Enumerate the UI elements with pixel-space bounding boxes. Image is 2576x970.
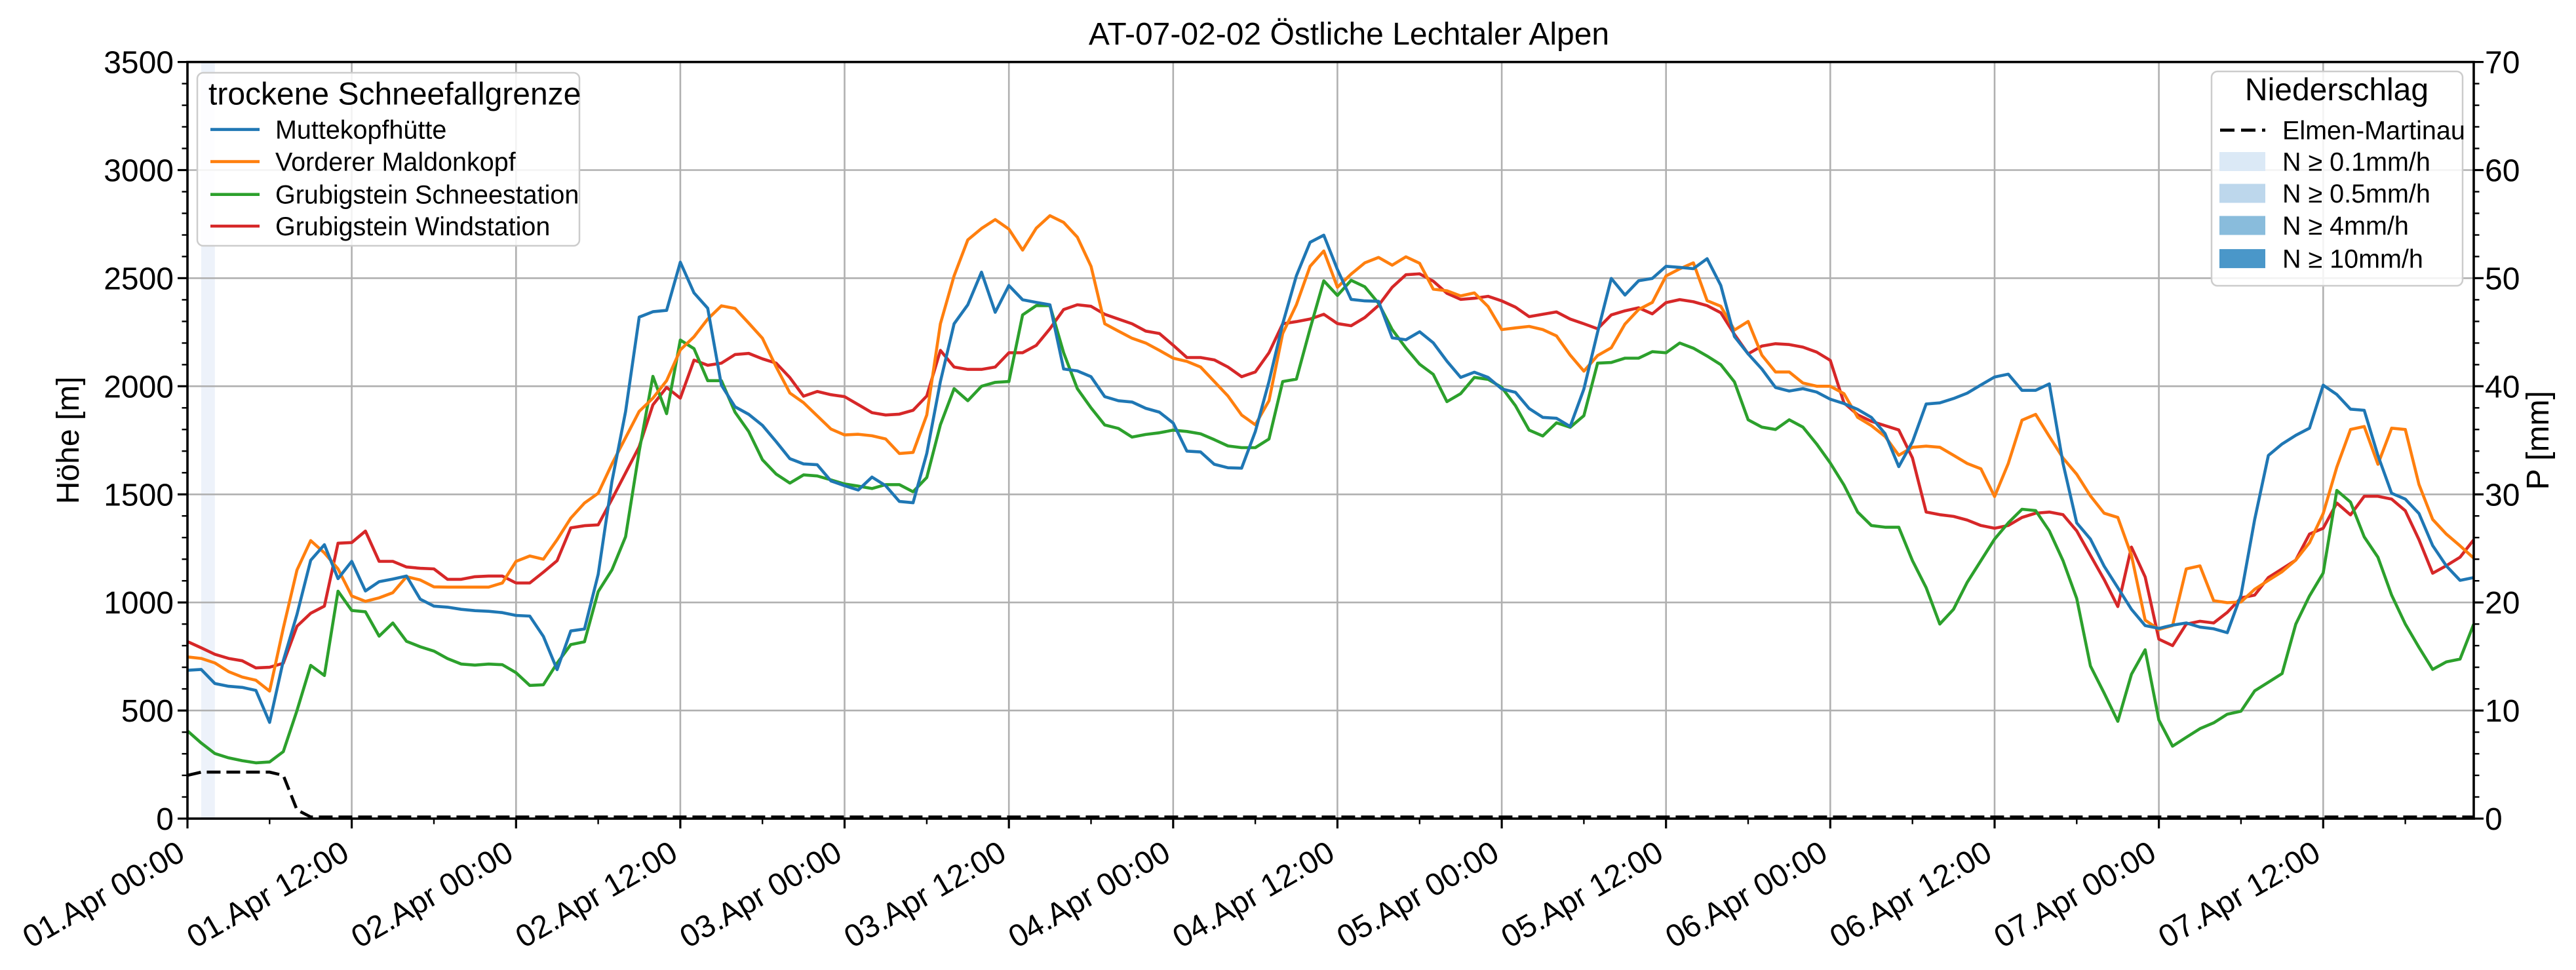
svg-text:0: 0: [2485, 802, 2503, 837]
svg-text:Niederschlag: Niederschlag: [2245, 73, 2429, 107]
svg-text:1500: 1500: [104, 478, 174, 513]
svg-text:Höhe [m]: Höhe [m]: [51, 376, 86, 504]
svg-text:0: 0: [156, 802, 174, 837]
svg-text:30: 30: [2485, 478, 2520, 513]
svg-text:P [mm]: P [mm]: [2521, 391, 2556, 490]
svg-text:N ≥ 10mm/h: N ≥ 10mm/h: [2282, 245, 2423, 274]
svg-text:3500: 3500: [104, 46, 174, 81]
svg-text:20: 20: [2485, 586, 2520, 621]
svg-text:50: 50: [2485, 262, 2520, 296]
svg-text:Muttekopfhütte: Muttekopfhütte: [275, 116, 446, 145]
svg-text:trockene Schneefallgrenze: trockene Schneefallgrenze: [208, 77, 581, 112]
svg-text:Vorderer Maldonkopf: Vorderer Maldonkopf: [275, 148, 517, 177]
svg-text:10: 10: [2485, 694, 2520, 729]
svg-text:70: 70: [2485, 46, 2520, 81]
svg-text:2000: 2000: [104, 370, 174, 404]
svg-text:N ≥ 0.5mm/h: N ≥ 0.5mm/h: [2282, 180, 2430, 208]
svg-text:Grubigstein Windstation: Grubigstein Windstation: [275, 212, 550, 241]
svg-text:3000: 3000: [104, 154, 174, 189]
svg-text:AT-07-02-02 Östliche Lechtaler: AT-07-02-02 Östliche Lechtaler Alpen: [1089, 17, 1609, 52]
svg-text:Elmen-Martinau: Elmen-Martinau: [2282, 117, 2465, 146]
svg-text:2500: 2500: [104, 262, 174, 296]
svg-text:1000: 1000: [104, 586, 174, 621]
svg-text:N ≥ 0.1mm/h: N ≥ 0.1mm/h: [2282, 148, 2430, 177]
svg-text:60: 60: [2485, 154, 2520, 189]
svg-text:40: 40: [2485, 370, 2520, 404]
svg-text:Grubigstein Schneestation: Grubigstein Schneestation: [275, 181, 579, 210]
svg-text:N ≥ 4mm/h: N ≥ 4mm/h: [2282, 212, 2409, 241]
svg-text:500: 500: [121, 694, 174, 729]
